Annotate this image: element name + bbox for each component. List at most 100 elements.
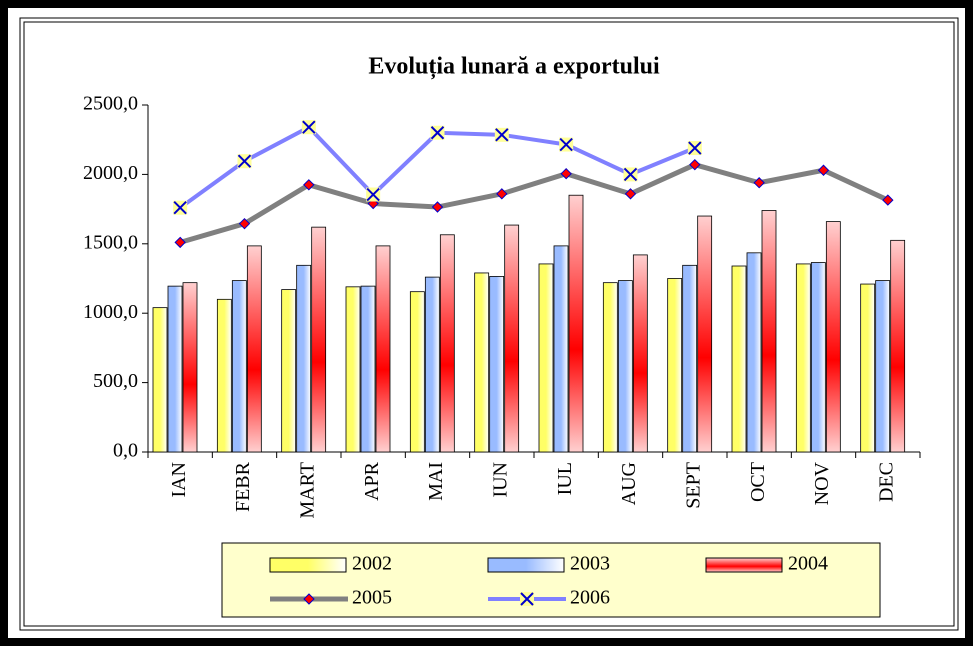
bar (825, 221, 841, 453)
x-tick-label: APR (361, 461, 383, 501)
marker-x (366, 187, 380, 202)
marker (817, 164, 830, 176)
marker (753, 177, 765, 189)
bar (731, 265, 747, 453)
bar (424, 276, 440, 453)
marker-x (495, 128, 509, 142)
legend-label: 2002 (352, 553, 392, 575)
marker (882, 194, 894, 206)
x-tick-label: MART (296, 462, 318, 519)
marker-x (237, 154, 252, 168)
legend-label: 2003 (570, 553, 610, 575)
bar (216, 298, 232, 453)
x-tick-label: AUG (618, 462, 640, 505)
marker-x (559, 137, 573, 152)
bar (746, 252, 762, 453)
bar (474, 272, 490, 453)
x-tick-label: FEBR (232, 461, 254, 512)
marker (689, 158, 701, 171)
legend: 2002 2003 2004 2005 2006 (221, 542, 881, 618)
marker (520, 592, 534, 606)
y-tick-label: 500,0 (93, 370, 138, 392)
y-tick-label: 2500,0 (83, 93, 138, 115)
bar (375, 245, 391, 453)
legend-label: 2004 (788, 553, 828, 575)
x-tick-label: IAN (168, 462, 190, 498)
marker (303, 593, 315, 605)
bar (167, 285, 183, 453)
bar (617, 280, 633, 453)
marker (174, 236, 186, 249)
x-tick-label: NOV (811, 461, 833, 505)
bar (568, 194, 584, 453)
bar (246, 245, 262, 453)
marker (238, 217, 251, 230)
bar (795, 263, 811, 453)
y-tick-label: 1500,0 (83, 231, 138, 253)
marker (237, 154, 252, 169)
marker (494, 127, 509, 142)
bar (231, 280, 247, 453)
bar (810, 262, 826, 453)
bar (553, 245, 569, 453)
bar (345, 286, 361, 453)
marker (366, 187, 381, 202)
bar (152, 307, 168, 453)
inner-border (19, 17, 959, 631)
bar (296, 264, 312, 453)
marker (624, 188, 637, 200)
bar (890, 239, 906, 453)
marker (303, 179, 315, 191)
marker-x (520, 592, 534, 606)
marker-x (173, 201, 187, 215)
bar (281, 289, 297, 453)
marker (559, 137, 574, 152)
x-tick-label: SEPT (682, 462, 704, 509)
bar (409, 291, 425, 453)
bar (504, 224, 520, 453)
legend-label: 2006 (570, 587, 610, 609)
bar (697, 215, 713, 453)
bar (682, 264, 698, 453)
marker (560, 167, 572, 180)
x-tick-label: DEC (875, 462, 897, 502)
y-tick-label: 0,0 (113, 440, 138, 462)
marker-x (623, 167, 638, 182)
legend-swatch (487, 557, 565, 573)
inner-border (23, 21, 955, 627)
bar (311, 226, 327, 453)
bar (761, 210, 777, 453)
legend-swatch (269, 557, 347, 573)
marker-x (430, 126, 445, 140)
y-tick-label: 2000,0 (83, 162, 138, 184)
bar (182, 282, 198, 453)
x-tick-label: IUL (554, 462, 576, 495)
marker (496, 188, 508, 200)
legend-label: 2005 (352, 587, 392, 609)
line (179, 162, 889, 245)
legend-box (221, 542, 881, 618)
x-tick-label: MAI (425, 462, 447, 501)
legend-swatch (705, 557, 783, 573)
y-tick-label: 1000,0 (83, 301, 138, 323)
bar (667, 278, 683, 453)
bar (875, 280, 891, 453)
marker (301, 120, 316, 135)
bar (360, 285, 376, 453)
bar (602, 282, 618, 453)
marker (687, 141, 702, 156)
bar (489, 276, 505, 453)
marker (623, 167, 638, 182)
marker (173, 200, 188, 215)
marker (431, 201, 444, 213)
marker-x (688, 141, 702, 155)
bar (860, 283, 876, 453)
chart-title: Evoluția lunară a exportului (368, 54, 660, 80)
bar (538, 263, 554, 453)
marker-x (302, 120, 316, 134)
bar (439, 234, 455, 453)
x-tick-label: IUN (489, 462, 511, 498)
x-tick-label: OCT (747, 462, 769, 502)
